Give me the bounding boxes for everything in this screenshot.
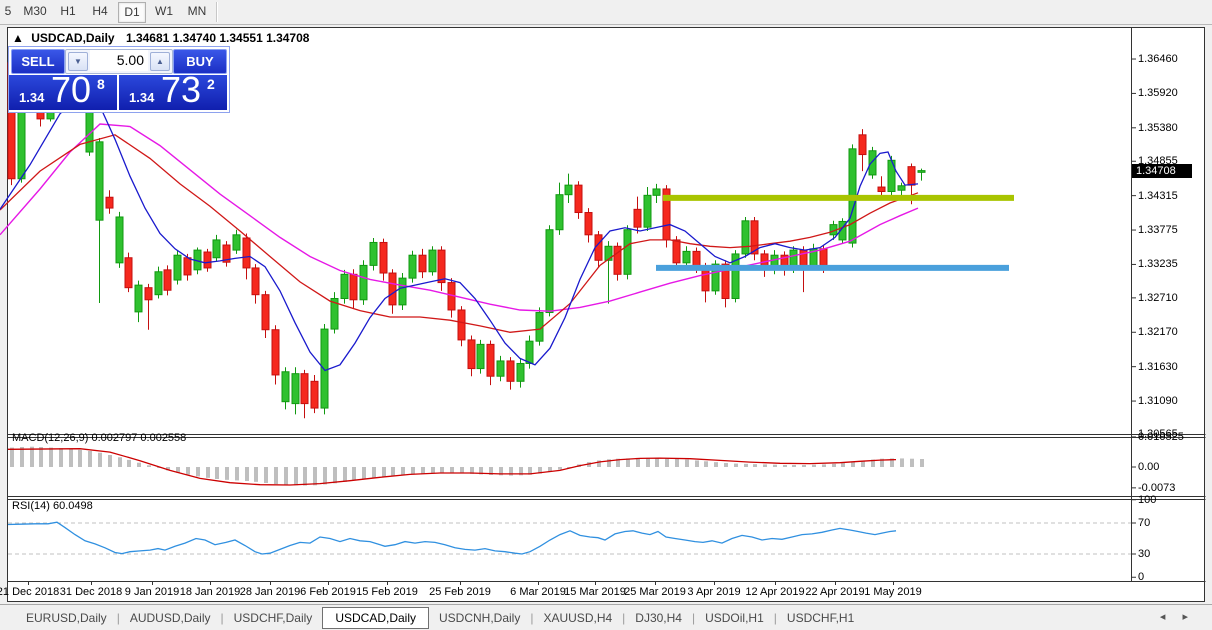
date-tick-label: 3 Apr 2019 xyxy=(687,586,741,598)
date-tick-label: 6 Feb 2019 xyxy=(300,586,356,598)
last-price-tag: 1.34708 xyxy=(1132,164,1192,178)
price-tick-label: 1.35380 xyxy=(1138,121,1178,134)
sell-quote-panel[interactable]: 1.34 70 8 xyxy=(9,69,117,110)
price-tick-label: 1.30565 xyxy=(1138,428,1178,441)
rsi-tick-label: 70 xyxy=(1138,517,1151,529)
sell-price-main: 70 xyxy=(51,69,92,110)
timeframe-toolbar: 5 M30 H1 H4 D1 W1 MN xyxy=(0,0,1212,25)
moving-averages-layer xyxy=(0,90,919,372)
volume-input[interactable]: 5.00 xyxy=(90,50,148,71)
chart-ohlc-values: 1.34681 1.34740 1.34551 1.34708 xyxy=(125,31,310,45)
tab-separator: | xyxy=(622,610,626,625)
timeframe-button-m30[interactable]: M30 xyxy=(23,4,47,18)
timeframe-button-5[interactable]: 5 xyxy=(4,4,12,18)
sell-price-pip: 8 xyxy=(97,76,105,92)
timeframe-button-h1[interactable]: H1 xyxy=(60,4,76,18)
tabs-scroll-left-icon[interactable]: ◂ xyxy=(1159,611,1166,623)
chart-tab-usdcnh-daily[interactable]: USDCNH,Daily xyxy=(439,610,521,625)
rsi-layer xyxy=(7,521,1131,555)
axis-ticks xyxy=(28,58,1136,585)
buy-price-pip: 2 xyxy=(207,76,215,92)
price-tick-label: 1.31630 xyxy=(1138,360,1178,373)
sell-price-prefix: 1.34 xyxy=(19,90,45,105)
date-tick-label: 9 Jan 2019 xyxy=(124,586,180,598)
toolbar-separator xyxy=(216,2,218,22)
chart-frame xyxy=(7,27,1206,602)
collapse-icon[interactable]: ▲ xyxy=(12,31,24,45)
price-tick-label: 1.32170 xyxy=(1138,326,1178,339)
tab-separator: | xyxy=(530,610,534,625)
date-tick-label: 21 Dec 2018 xyxy=(0,586,60,598)
chart-tab-usdcad-daily[interactable]: USDCAD,Daily xyxy=(322,606,429,629)
rsi-tick-label: 30 xyxy=(1138,548,1151,560)
volume-stepper: ▼ 5.00 ▲ xyxy=(65,49,173,74)
macd-tick-label: 0.00 xyxy=(1138,461,1160,473)
tab-separator: | xyxy=(116,610,120,625)
date-tick-label: 12 Apr 2019 xyxy=(745,586,805,598)
macd-indicator-label: MACD(12,26,9) 0.002797 0.002558 xyxy=(12,432,187,444)
date-tick-label: 15 Feb 2019 xyxy=(356,586,418,598)
sell-button[interactable]: SELL xyxy=(11,49,65,74)
date-tick-label: 22 Apr 2019 xyxy=(805,586,865,598)
price-tick-label: 1.32710 xyxy=(1138,291,1178,304)
date-tick-label: 1 May 2019 xyxy=(864,586,922,598)
tabs-scroll-right-icon[interactable]: ▸ xyxy=(1182,611,1188,623)
chart-tab-audusd-daily[interactable]: AUDUSD,Daily xyxy=(129,610,211,625)
timeframe-button-mn[interactable]: MN xyxy=(187,4,207,18)
date-tick-label: 15 Mar 2019 xyxy=(564,586,626,598)
trend-lines-layer xyxy=(656,194,1014,271)
price-tick-label: 1.35920 xyxy=(1138,87,1178,100)
price-tick-label: 1.34315 xyxy=(1138,189,1178,202)
buy-button[interactable]: BUY xyxy=(173,49,227,74)
tab-separator: | xyxy=(691,610,696,625)
chart-tab-dj30-h4[interactable]: DJ30,H4 xyxy=(635,610,682,625)
date-tick-label: 25 Mar 2019 xyxy=(624,586,686,598)
timeframe-button-h4[interactable]: H4 xyxy=(92,4,108,18)
timeframe-button-d1[interactable]: D1 xyxy=(118,2,146,23)
macd-layer xyxy=(7,446,924,486)
date-tick-label: 6 Mar 2019 xyxy=(510,586,566,598)
rsi-tick-label: 100 xyxy=(1138,493,1157,506)
chart-tab-xauusd-h4[interactable]: XAUUSD,H4 xyxy=(543,610,613,625)
chart-tab-eurusd-daily[interactable]: EURUSD,Daily xyxy=(26,610,107,625)
chart-tab-usdchf-h1[interactable]: USDCHF,H1 xyxy=(786,610,855,625)
date-tick-label: 25 Feb 2019 xyxy=(429,586,491,598)
timeframe-button-w1[interactable]: W1 xyxy=(155,4,173,18)
volume-increase-icon[interactable]: ▲ xyxy=(150,52,170,71)
price-tick-label: 1.33775 xyxy=(1138,224,1178,237)
tab-separator: | xyxy=(773,610,777,625)
chart-tab-usdoil-h1[interactable]: USDOil,H1 xyxy=(705,610,764,625)
rsi-indicator-label: RSI(14) 60.0498 xyxy=(12,500,93,512)
rsi-tick-label: 0 xyxy=(1138,571,1145,584)
buy-quote-panel[interactable]: 1.34 73 2 xyxy=(119,69,227,110)
price-tick-label: 1.33235 xyxy=(1138,258,1178,271)
chart-tab-bar: EURUSD,Daily | AUDUSD,Daily | USDCHF,Daily US… xyxy=(0,604,1212,630)
chart-symbol-title: USDCAD,Daily xyxy=(31,31,115,45)
macd-tick-label: -0.0073 xyxy=(1138,481,1176,494)
chart-tab-usdchf-daily[interactable]: USDCHF,Daily xyxy=(233,610,313,625)
buy-price-prefix: 1.34 xyxy=(129,90,155,105)
macd-tick-label: 0.010525 xyxy=(1138,430,1184,443)
price-tick-label: 1.36460 xyxy=(1138,53,1178,66)
buy-price-main: 73 xyxy=(161,69,202,110)
date-tick-label: 31 Dec 2018 xyxy=(59,586,123,598)
chart-title-row: ▲ USDCAD,Daily 1.34681 1.34740 1.34551 1… xyxy=(12,31,309,45)
price-tick-label: 1.31090 xyxy=(1138,395,1178,408)
date-tick-label: 28 Jan 2019 xyxy=(239,586,301,598)
volume-decrease-icon[interactable]: ▼ xyxy=(68,52,88,71)
date-tick-label: 18 Jan 2019 xyxy=(179,586,241,598)
tab-separator: | xyxy=(220,610,224,625)
one-click-trade-panel: SELL ▼ 5.00 ▲ BUY 1.34 70 8 1.34 73 2 xyxy=(8,46,230,113)
